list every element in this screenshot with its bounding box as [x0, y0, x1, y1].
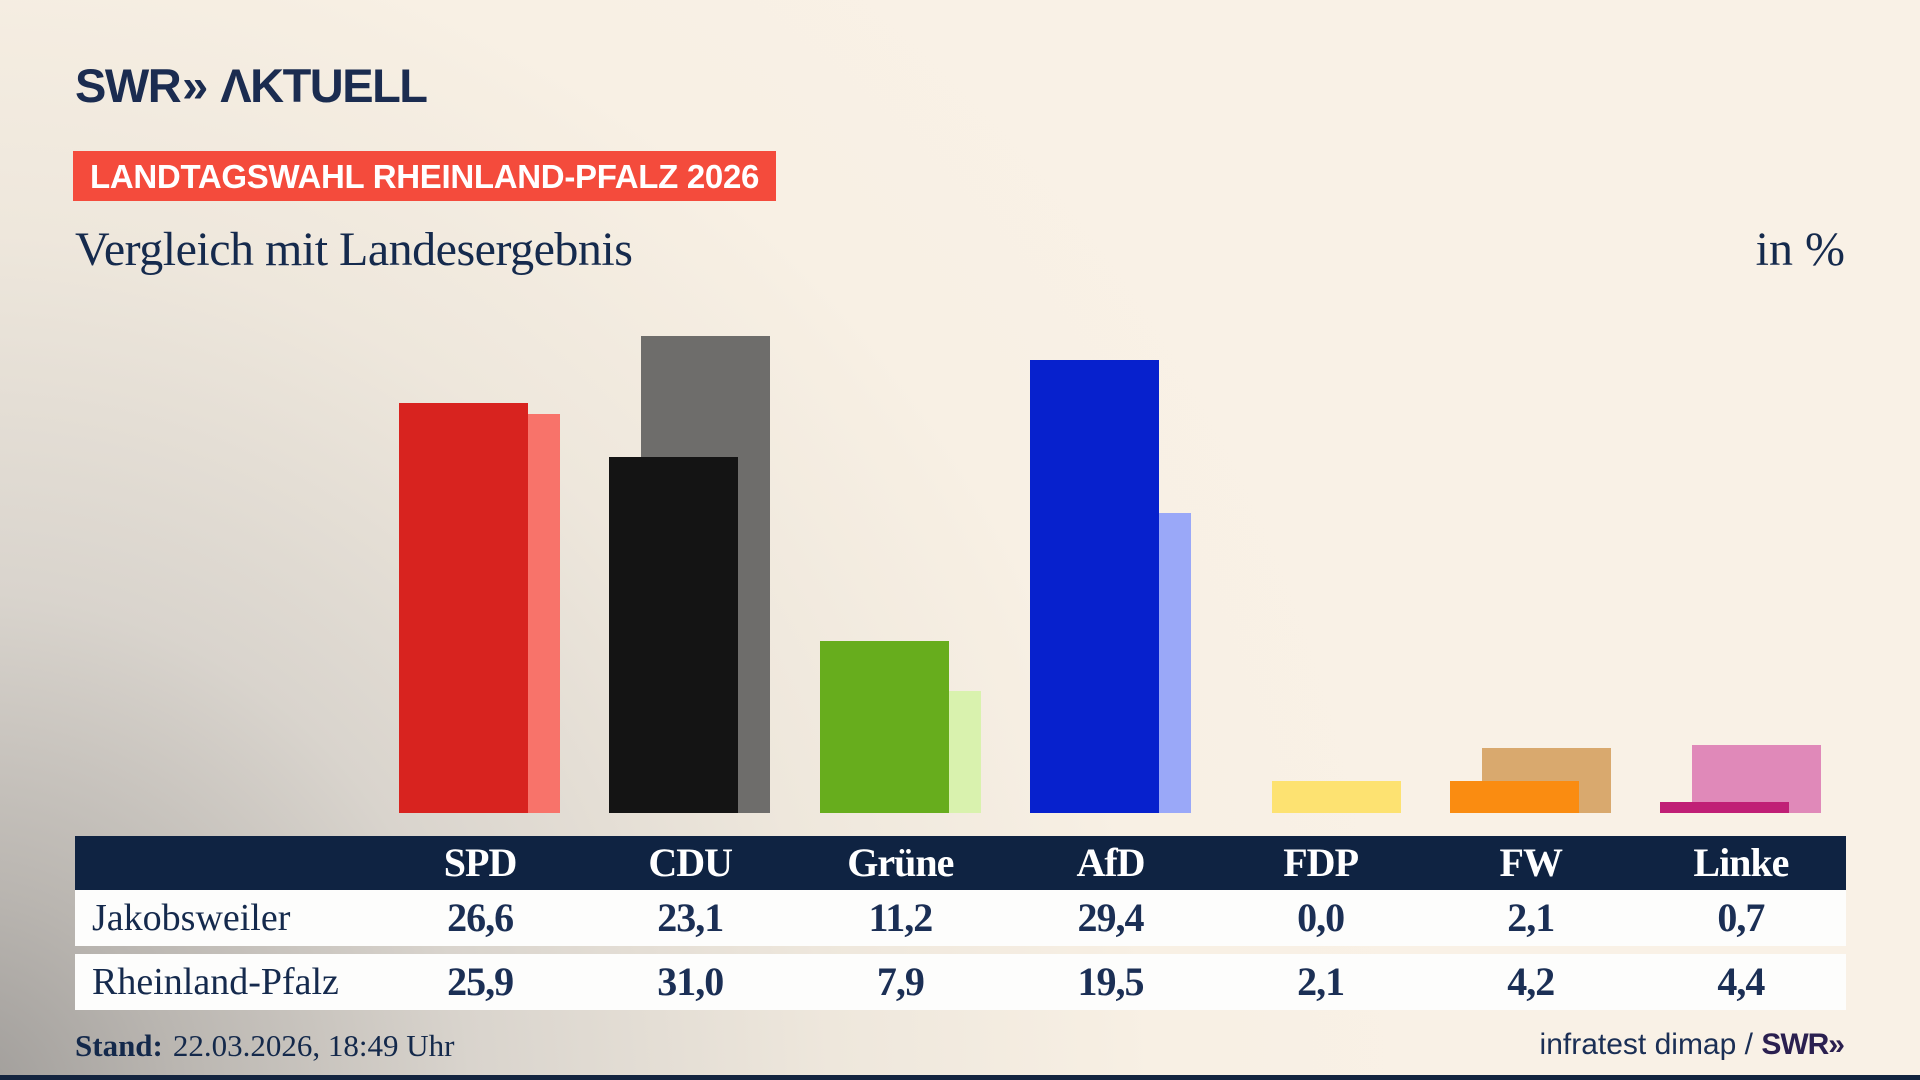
bar-jakobsweiler-fw: [1450, 781, 1579, 813]
table-row: Jakobsweiler 26,6 23,1 11,2 29,4 0,0 2,1 0,7: [75, 890, 1846, 946]
source-text: infratest dimap /: [1539, 1028, 1762, 1061]
chart-title: Vergleich mit Landesergebnis: [75, 223, 633, 276]
row-label-rheinland-pfalz: Rheinland-Pfalz: [92, 961, 339, 1003]
cell-jakobsweiler-gr-ne: 11,2: [868, 895, 933, 940]
party-header-fdp: FDP: [1283, 840, 1359, 885]
bar-jakobsweiler-gr-ne: [820, 641, 949, 813]
unit-label: in %: [1755, 223, 1845, 276]
source-credit: infratest dimap / SWR»: [1539, 1028, 1845, 1062]
cell-jakobsweiler-fdp: 0,0: [1297, 895, 1345, 940]
bar-jakobsweiler-linke: [1660, 802, 1789, 813]
party-header-spd: SPD: [443, 840, 518, 885]
party-header-fw: FW: [1499, 840, 1563, 885]
double-chevron-icon: »: [182, 59, 208, 112]
election-badge: LANDTAGSWAHL RHEINLAND-PFALZ 2026: [73, 151, 777, 201]
cell-rheinland-pfalz-cdu: 31,0: [657, 959, 724, 1004]
results-table: SPD CDU Grüne AfD FDP FW Linke Jakobsweiler 26,…: [75, 836, 1846, 1010]
party-header-cdu: CDU: [648, 840, 733, 885]
cell-jakobsweiler-fw: 2,1: [1507, 895, 1555, 940]
cell-rheinland-pfalz-afd: 19,5: [1077, 959, 1144, 1004]
stand-value: 22.03.2026, 18:49 Uhr: [172, 1028, 455, 1063]
bar-rheinland-pfalz-linke: [1692, 745, 1821, 813]
cell-jakobsweiler-afd: 29,4: [1077, 895, 1144, 940]
cell-jakobsweiler-spd: 26,6: [447, 895, 514, 940]
row-label-jakobsweiler: Jakobsweiler: [92, 897, 291, 939]
cell-rheinland-pfalz-spd: 25,9: [447, 959, 514, 1004]
party-header-afd: AfD: [1076, 840, 1145, 885]
party-header-linke: Linke: [1693, 840, 1789, 885]
table-row: Rheinland-Pfalz 25,9 31,0 7,9 19,5 2,1 4,2 4,4: [75, 954, 1846, 1010]
cell-rheinland-pfalz-gr-ne: 7,9: [876, 959, 925, 1004]
cell-rheinland-pfalz-linke: 4,4: [1717, 959, 1765, 1004]
cell-jakobsweiler-cdu: 23,1: [657, 895, 724, 940]
cell-rheinland-pfalz-fw: 4,2: [1507, 959, 1555, 1004]
table-row-gap: [75, 946, 1846, 954]
party-header-gr-ne: Grüne: [847, 840, 954, 885]
stand-timestamp: Stand: 22.03.2026, 18:49 Uhr: [75, 1028, 454, 1064]
cell-jakobsweiler-linke: 0,7: [1717, 895, 1765, 940]
bottom-bar: [0, 1075, 1920, 1080]
bar-jakobsweiler-cdu: [609, 457, 738, 813]
bar-jakobsweiler-afd: [1030, 360, 1159, 813]
swr-aktuell-logo: SWR» ΛKTUELL: [75, 58, 428, 113]
stand-label: Stand:: [75, 1028, 163, 1063]
swr-wordmark: SWR: [75, 59, 182, 112]
table-header-row: SPD CDU Grüne AfD FDP FW Linke: [75, 836, 1846, 890]
cell-rheinland-pfalz-fdp: 2,1: [1297, 959, 1345, 1004]
aktuell-wordmark: ΛKTUELL: [220, 59, 428, 112]
bar-jakobsweiler-spd: [399, 403, 528, 813]
bar-rheinland-pfalz-fdp: [1272, 781, 1401, 813]
swr-logo-small: SWR»: [1761, 1028, 1845, 1061]
